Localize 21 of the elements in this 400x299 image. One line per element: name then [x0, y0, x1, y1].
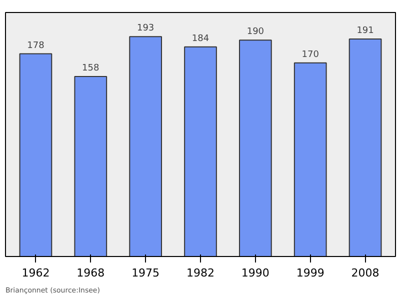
x-tick-label: 1999 [296, 266, 324, 280]
x-tick-label: 1990 [241, 266, 270, 280]
data-label: 190 [246, 27, 264, 38]
bar [294, 62, 327, 256]
data-label: 158 [82, 64, 100, 74]
x-tick-label: 1962 [22, 266, 50, 280]
bar [74, 76, 108, 256]
bar [184, 46, 217, 256]
data-label: 193 [136, 24, 154, 34]
data-label: 184 [192, 34, 210, 44]
data-label: 170 [302, 50, 320, 60]
bar [239, 40, 272, 256]
data-label: 178 [27, 40, 45, 51]
bar [129, 36, 162, 256]
x-tick-label: 2008 [351, 266, 380, 280]
x-tick-label: 1975 [132, 266, 160, 280]
x-tick-label: 1968 [76, 266, 105, 280]
x-tick-label: 1982 [186, 266, 215, 280]
data-label: 191 [356, 26, 374, 36]
bar [348, 38, 382, 256]
bar [19, 53, 52, 256]
